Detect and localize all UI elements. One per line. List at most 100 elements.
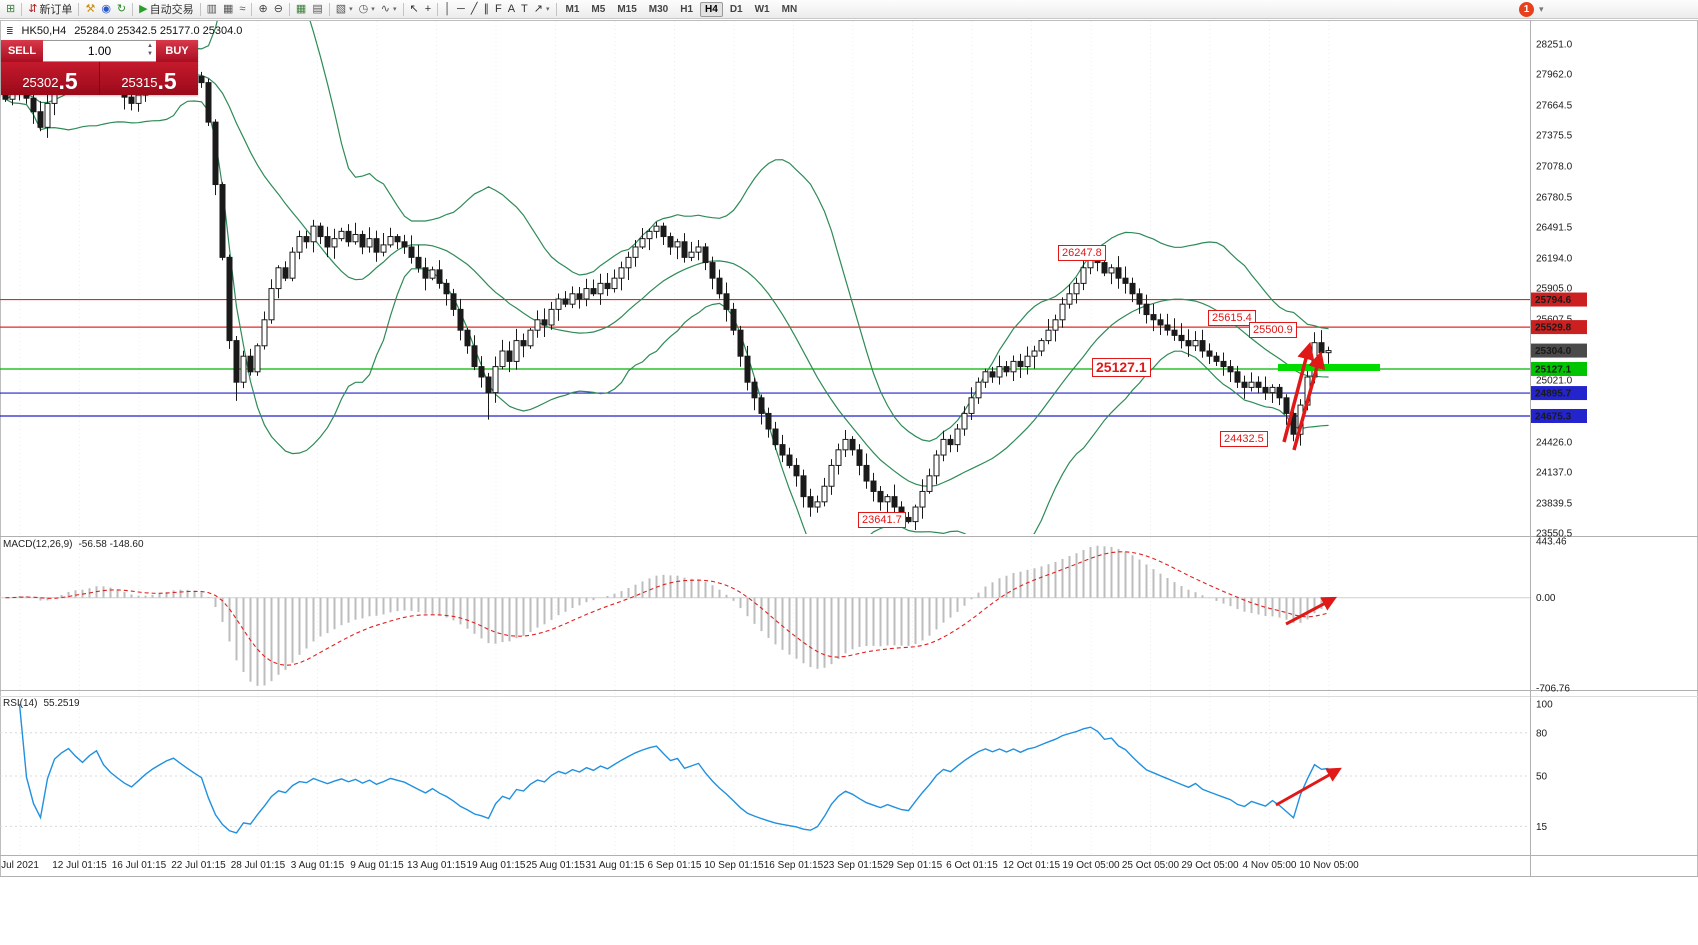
tile-windows-icon[interactable]: ▦ — [293, 1, 309, 18]
chevron-down-icon[interactable]: ▾ — [545, 6, 550, 13]
timeframe-d1-button[interactable]: D1 — [729, 3, 743, 15]
line-chart-icon[interactable]: ≈ — [236, 1, 248, 18]
candlestick-chart-icon[interactable]: ▦ — [220, 1, 236, 18]
time-axis[interactable]: Jul 2021 12 Jul 01:15 16 Jul 01:15 22 Jul 0… — [1, 860, 1359, 871]
timeframe-m15-button[interactable]: M15 — [617, 3, 637, 15]
svg-text:25127.1: 25127.1 — [1535, 364, 1572, 375]
templates-icon[interactable]: ▧ ▾ — [333, 1, 356, 18]
buy-button[interactable]: BUY — [156, 40, 198, 62]
price-tag-25529.8: 25529.8 — [1531, 320, 1587, 335]
time-axis-label: 16 Sep 01:15 — [764, 860, 824, 871]
bollinger-lower-band — [5, 98, 1329, 534]
sell-button[interactable]: SELL — [1, 40, 43, 62]
period-selector-icon[interactable]: ◷ ▾ — [356, 1, 378, 18]
autotrading-icon: ▶ — [139, 2, 148, 15]
crosshair-icon[interactable]: + — [422, 1, 434, 18]
green-highlight-bar[interactable] — [1278, 364, 1380, 371]
trend-arrow-1[interactable] — [1282, 341, 1315, 443]
macd-name: MACD(12,26,9) — [3, 539, 73, 550]
chevron-down-icon[interactable]: ▾ — [1539, 4, 1544, 14]
trend-arrow-3[interactable] — [1285, 596, 1337, 626]
cursor-icon: ↖ — [409, 2, 419, 15]
spinner-down-icon[interactable]: ▼ — [147, 50, 153, 57]
indicators-icon[interactable]: ∿ ▾ — [378, 1, 400, 18]
label-icon[interactable]: T — [518, 1, 531, 18]
macd-axis-label: -706.76 — [1536, 684, 1570, 695]
time-axis-label: 3 Aug 01:15 — [291, 860, 345, 871]
zoom-out-icon[interactable]: ⊖ — [271, 1, 286, 18]
vertical-line-icon[interactable]: │ — [441, 1, 454, 18]
price-axis-label: 25021.0 — [1536, 376, 1573, 387]
time-axis-label: 4 Nov 05:00 — [1243, 860, 1297, 871]
price-axis-label: 27078.0 — [1536, 162, 1573, 173]
indicators-icon: ∿ — [380, 2, 390, 15]
lot-spinner[interactable]: ▲ ▼ — [147, 43, 153, 59]
time-axis-label: 10 Sep 01:15 — [704, 860, 764, 871]
price-axis-label: 27962.0 — [1536, 70, 1573, 81]
toolbar-separator — [132, 2, 134, 16]
channel-icon[interactable]: ∥ — [480, 1, 492, 18]
trendline-icon[interactable]: ╱ — [468, 1, 481, 18]
toolbar-separator — [328, 2, 330, 16]
rsi-axis-label: 100 — [1536, 700, 1553, 711]
price-annotation-26247.8[interactable]: 26247.8 — [1058, 245, 1106, 261]
text-icon[interactable]: A — [505, 1, 518, 18]
timeframe-w1-button[interactable]: W1 — [754, 3, 770, 15]
timeframe-m30-button[interactable]: M30 — [648, 3, 669, 15]
time-axis-label: 12 Oct 01:15 — [1003, 860, 1061, 871]
time-axis-label: 6 Oct 01:15 — [946, 860, 998, 871]
zoom-in-icon[interactable]: ⊕ — [255, 1, 270, 18]
price-axis[interactable]: 28251.0 27962.0 27664.5 27375.5 27078.0 26780… — [1530, 20, 1588, 876]
timeframe-h4-button[interactable]: H4 — [700, 1, 723, 17]
new-chart-icon[interactable]: ⊞ — [3, 1, 18, 18]
timeframe-mn-button[interactable]: MN — [781, 3, 798, 15]
bar-chart-icon[interactable]: ▥ — [204, 1, 220, 18]
fibonacci-icon[interactable]: F — [492, 1, 505, 18]
price-annotation-25500.9[interactable]: 25500.9 — [1249, 322, 1297, 338]
refresh-icon: ↻ — [116, 2, 127, 15]
price-annotation-25615.4[interactable]: 25615.4 — [1208, 310, 1256, 326]
price-axis-label: 28251.0 — [1536, 40, 1573, 51]
chevron-down-icon[interactable]: ▾ — [392, 6, 397, 13]
shapes-icon[interactable]: ↗ ▾ — [531, 1, 553, 18]
auto-arrange-icon: ▤ — [312, 2, 323, 15]
timeframe-m5-button[interactable]: M5 — [591, 3, 606, 15]
price-annotation-25127.1[interactable]: 25127.1 — [1092, 358, 1151, 377]
macd-axis-label: 443.46 — [1536, 537, 1567, 548]
spinner-up-icon[interactable]: ▲ — [147, 43, 153, 49]
notification-badge[interactable]: 1 — [1519, 2, 1534, 17]
timeframe-h1-button[interactable]: H1 — [680, 3, 694, 15]
auto-arrange-icon[interactable]: ▤ — [309, 1, 325, 18]
new-order-button[interactable]: ⇵ 新订单 — [25, 1, 75, 18]
time-axis-label: 10 Nov 05:00 — [1299, 860, 1359, 871]
timeframe-m1-button[interactable]: M1 — [565, 3, 580, 15]
sell-price-display[interactable]: 25302 .5 — [1, 62, 99, 95]
autotrading-button[interactable]: ▶ 自动交易 — [136, 1, 196, 18]
zoom-out-icon: ⊖ — [273, 2, 283, 15]
chevron-down-icon[interactable]: ▾ — [371, 6, 375, 13]
chevron-down-icon[interactable]: ▾ — [349, 6, 353, 13]
price-annotation-24432.5[interactable]: 24432.5 — [1220, 431, 1268, 447]
accounts-icon[interactable]: ◉ — [98, 1, 114, 18]
svg-text:24675.3: 24675.3 — [1535, 411, 1572, 422]
time-axis-label: 23 Sep 01:15 — [823, 860, 883, 871]
lot-size-input[interactable]: 1.00 ▲ ▼ — [43, 40, 156, 62]
macd-values: -56.58 -148.60 — [78, 539, 144, 550]
symbol-header: ≣ HK50,H4 25284.0 25342.5 25177.0 25304.… — [6, 25, 242, 37]
time-axis-label: 25 Aug 01:15 — [526, 860, 585, 871]
cursor-icon[interactable]: ↖ — [407, 1, 422, 18]
buy-price-display[interactable]: 25315 .5 — [100, 62, 198, 95]
price-annotation-23641.7[interactable]: 23641.7 — [858, 512, 906, 528]
trend-arrow-2[interactable] — [1292, 350, 1326, 451]
symbol-timeframe: HK50,H4 — [21, 25, 67, 37]
price-axis-label: 24137.0 — [1536, 467, 1573, 478]
horizontal-line-icon[interactable]: ─ — [454, 1, 468, 18]
time-axis-label: 28 Jul 01:15 — [231, 860, 286, 871]
tools-icon[interactable]: ⚒ — [82, 1, 98, 18]
trend-arrow-4[interactable] — [1275, 767, 1342, 807]
refresh-icon[interactable]: ↻ — [114, 1, 129, 18]
templates-icon: ▧ — [335, 2, 347, 15]
current-price-tag: 25304.0 — [1531, 343, 1587, 358]
